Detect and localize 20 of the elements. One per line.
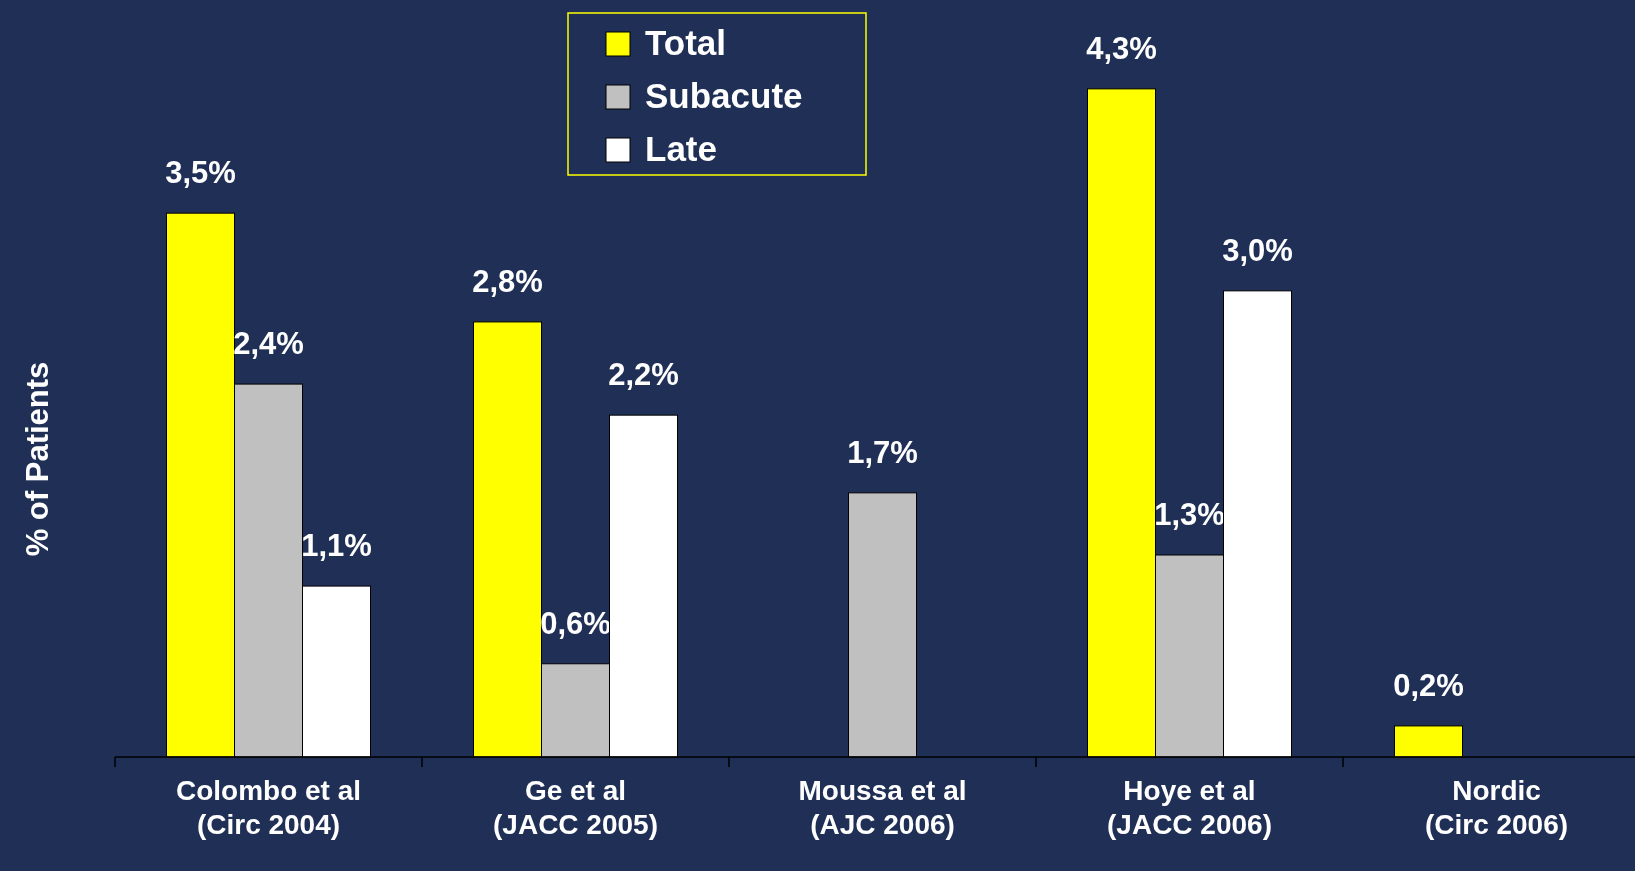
x-tick-label: Moussa et al (AJC 2006) bbox=[798, 775, 967, 840]
data-label: 2,8% bbox=[472, 263, 543, 299]
data-label: 2,4% bbox=[233, 326, 304, 362]
data-label: 4,3% bbox=[1086, 30, 1157, 66]
data-label: 1,3% bbox=[1154, 497, 1225, 532]
data-label: 3,5% bbox=[165, 155, 236, 191]
data-label: 0,2% bbox=[1393, 667, 1464, 703]
legend-label: Late bbox=[645, 129, 717, 168]
data-label: 3,0% bbox=[1222, 232, 1293, 268]
data-label: 2,2% bbox=[608, 357, 679, 393]
legend-label: Total bbox=[645, 23, 727, 62]
data-label: 1,1% bbox=[301, 528, 372, 564]
x-tick-label: Ge et al (JACC 2005) bbox=[493, 775, 658, 840]
y-axis-title: % of Patients bbox=[20, 361, 55, 557]
data-label: 1,7% bbox=[847, 434, 918, 470]
legend-label: Subacute bbox=[645, 76, 803, 115]
x-tick-label: Colombo et al (Circ 2004) bbox=[175, 775, 362, 840]
x-tick-label: Hoye et al (JACC 2006) bbox=[1107, 775, 1272, 840]
x-tick-label: Nordic (Circ 2006) bbox=[1424, 775, 1569, 840]
data-label: 0,6% bbox=[540, 605, 611, 641]
